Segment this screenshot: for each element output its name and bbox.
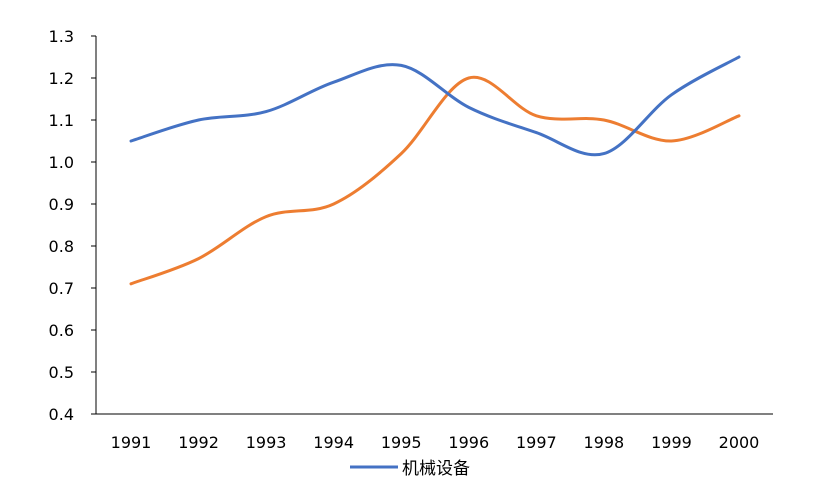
series-layer (129, 55, 741, 286)
y-tick-label: 1.2 (49, 69, 74, 88)
x-tick-label: 1993 (246, 433, 287, 452)
x-tick-label: 2000 (719, 433, 760, 452)
series-line-1 (129, 75, 741, 286)
y-tick-label: 0.4 (49, 405, 74, 424)
y-tick-label: 0.6 (49, 321, 74, 340)
y-tick-label: 0.7 (49, 279, 74, 298)
x-tick-label: 1997 (516, 433, 557, 452)
x-tick-label: 1995 (381, 433, 422, 452)
y-tick-label: 0.9 (49, 195, 74, 214)
x-tick-label: 1992 (178, 433, 219, 452)
x-tick-label: 1991 (111, 433, 152, 452)
y-tick-label: 1.1 (49, 111, 74, 130)
y-tick-label: 0.5 (49, 363, 74, 382)
x-tick-label: 1999 (651, 433, 692, 452)
y-tick-label: 1.3 (49, 27, 74, 46)
legend-label: 机械设备 (402, 459, 470, 479)
y-tick-label: 0.8 (49, 237, 74, 256)
legend: 机械设备 (350, 459, 470, 479)
axes: 0.4 0.5 0.6 0.7 0.8 0.9 1.0 1.1 1.2 1.3 1991 1992 19… (49, 27, 773, 452)
x-tick-label: 1998 (584, 433, 625, 452)
x-tick-label: 1996 (448, 433, 489, 452)
x-tick-label: 1994 (313, 433, 354, 452)
series-line-0 (129, 55, 741, 157)
y-tick-label: 1.0 (49, 153, 74, 172)
